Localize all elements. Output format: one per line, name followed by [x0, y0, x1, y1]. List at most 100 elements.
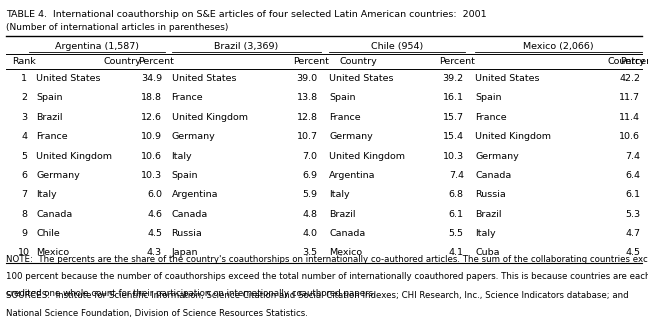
Text: Canada: Canada	[36, 210, 73, 219]
Text: 6: 6	[21, 171, 27, 180]
Text: France: France	[172, 93, 203, 102]
Text: 10: 10	[18, 249, 30, 257]
Text: Brazil: Brazil	[475, 210, 502, 219]
Text: 10.6: 10.6	[619, 132, 640, 141]
Text: 7: 7	[21, 190, 27, 199]
Text: Germany: Germany	[329, 132, 373, 141]
Text: Spain: Spain	[36, 93, 63, 102]
Text: 4.5: 4.5	[147, 229, 162, 238]
Text: Spain: Spain	[172, 171, 198, 180]
Text: 5.3: 5.3	[625, 210, 640, 219]
Text: Italy: Italy	[475, 229, 496, 238]
Text: 6.4: 6.4	[625, 171, 640, 180]
Text: 7.4: 7.4	[448, 171, 464, 180]
Text: 15.4: 15.4	[443, 132, 464, 141]
Text: 4.1: 4.1	[448, 249, 464, 257]
Text: Percent: Percent	[138, 57, 174, 66]
Text: National Science Foundation, Division of Science Resources Statistics.: National Science Foundation, Division of…	[6, 308, 308, 318]
Text: Rank: Rank	[12, 57, 36, 66]
Text: Cuba: Cuba	[475, 249, 500, 257]
Text: Percent: Percent	[294, 57, 329, 66]
Text: Percent: Percent	[439, 57, 475, 66]
Text: 9: 9	[21, 229, 27, 238]
Text: 13.8: 13.8	[297, 93, 318, 102]
Text: Argentina: Argentina	[172, 190, 218, 199]
Text: Percent: Percent	[619, 57, 648, 66]
Text: Japan: Japan	[172, 249, 198, 257]
Text: 1: 1	[21, 74, 27, 83]
Text: 4.0: 4.0	[303, 229, 318, 238]
Text: 12.6: 12.6	[141, 113, 162, 122]
Text: Argentina (1,587): Argentina (1,587)	[55, 42, 139, 51]
Text: 11.4: 11.4	[619, 113, 640, 122]
Text: 10.7: 10.7	[297, 132, 318, 141]
Text: (Number of international articles in parentheses): (Number of international articles in par…	[6, 23, 229, 32]
Text: United States: United States	[36, 74, 101, 83]
Text: 4.7: 4.7	[625, 229, 640, 238]
Text: Germany: Germany	[172, 132, 215, 141]
Text: TABLE 4.  International coauthorship on S&E articles of four selected Latin Amer: TABLE 4. International coauthorship on S…	[6, 10, 487, 19]
Text: 7.0: 7.0	[303, 152, 318, 160]
Text: Canada: Canada	[475, 171, 511, 180]
Text: 4: 4	[21, 132, 27, 141]
Text: 6.1: 6.1	[625, 190, 640, 199]
Text: 6.9: 6.9	[303, 171, 318, 180]
Text: Mexico (2,066): Mexico (2,066)	[523, 42, 594, 51]
Text: 3.5: 3.5	[303, 249, 318, 257]
Text: 6.0: 6.0	[147, 190, 162, 199]
Text: 7.4: 7.4	[625, 152, 640, 160]
Text: Argentina: Argentina	[329, 171, 376, 180]
Text: Country: Country	[607, 57, 645, 66]
Text: United States: United States	[475, 74, 540, 83]
Text: 4.3: 4.3	[147, 249, 162, 257]
Text: Country: Country	[103, 57, 141, 66]
Text: United States: United States	[172, 74, 236, 83]
Text: Russia: Russia	[475, 190, 506, 199]
Text: 8: 8	[21, 210, 27, 219]
Text: United Kingdom: United Kingdom	[172, 113, 248, 122]
Text: France: France	[329, 113, 361, 122]
Text: 16.1: 16.1	[443, 93, 464, 102]
Text: United Kingdom: United Kingdom	[475, 132, 551, 141]
Text: United Kingdom: United Kingdom	[329, 152, 405, 160]
Text: 42.2: 42.2	[619, 74, 640, 83]
Text: 4.6: 4.6	[147, 210, 162, 219]
Text: 39.0: 39.0	[297, 74, 318, 83]
Text: 11.7: 11.7	[619, 93, 640, 102]
Text: 18.8: 18.8	[141, 93, 162, 102]
Text: Italy: Italy	[36, 190, 57, 199]
Text: 10.6: 10.6	[141, 152, 162, 160]
Text: Germany: Germany	[36, 171, 80, 180]
Text: 4.8: 4.8	[303, 210, 318, 219]
Text: 39.2: 39.2	[443, 74, 464, 83]
Text: Canada: Canada	[172, 210, 208, 219]
Text: Brazil (3,369): Brazil (3,369)	[214, 42, 279, 51]
Text: Italy: Italy	[329, 190, 350, 199]
Text: Spain: Spain	[329, 93, 356, 102]
Text: Germany: Germany	[475, 152, 519, 160]
Text: 5: 5	[21, 152, 27, 160]
Text: 6.8: 6.8	[448, 190, 464, 199]
Text: Russia: Russia	[172, 229, 202, 238]
Text: 10.9: 10.9	[141, 132, 162, 141]
Text: NOTE:  The percents are the share of the country's coauthorships on internationa: NOTE: The percents are the share of the …	[6, 255, 648, 264]
Text: 4.5: 4.5	[625, 249, 640, 257]
Text: 12.8: 12.8	[297, 113, 318, 122]
Text: Mexico: Mexico	[36, 249, 69, 257]
Text: 15.7: 15.7	[443, 113, 464, 122]
Text: Brazil: Brazil	[36, 113, 63, 122]
Text: Mexico: Mexico	[329, 249, 362, 257]
Text: Chile: Chile	[36, 229, 60, 238]
Text: Brazil: Brazil	[329, 210, 356, 219]
Text: 100 percent because the number of coauthorships exceed the total number of inter: 100 percent because the number of coauth…	[6, 272, 648, 281]
Text: 2: 2	[21, 93, 27, 102]
Text: France: France	[475, 113, 507, 122]
Text: 5.5: 5.5	[448, 229, 464, 238]
Text: 6.1: 6.1	[448, 210, 464, 219]
Text: 5.9: 5.9	[303, 190, 318, 199]
Text: United Kingdom: United Kingdom	[36, 152, 112, 160]
Text: 10.3: 10.3	[141, 171, 162, 180]
Text: United States: United States	[329, 74, 393, 83]
Text: SOURCES:  Institute for Scientific Information, Science Citation and Social Cita: SOURCES: Institute for Scientific Inform…	[6, 292, 629, 300]
Text: Country: Country	[340, 57, 377, 66]
